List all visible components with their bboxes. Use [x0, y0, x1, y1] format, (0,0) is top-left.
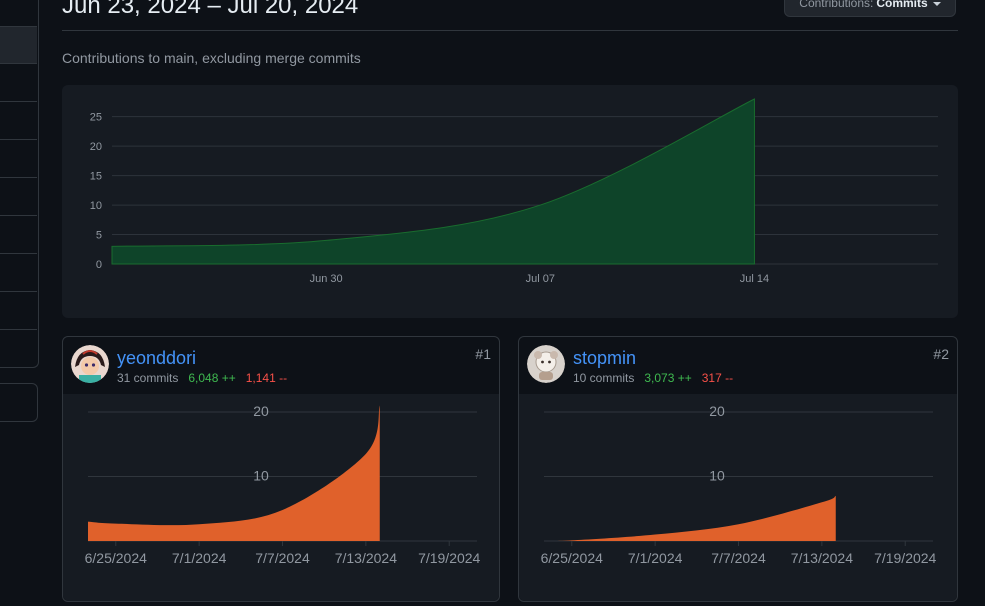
contributor-username[interactable]: stopmin [573, 348, 637, 368]
commit-count[interactable]: 31 commits [117, 371, 179, 385]
contributor-username[interactable]: yeonddori [117, 348, 197, 368]
contributor-rank: #1 [475, 346, 491, 362]
y-tick-label: 20 [253, 403, 269, 419]
x-tick-label: 7/19/2024 [874, 550, 936, 566]
x-tick-label: 6/25/2024 [541, 550, 603, 566]
y-tick-label: 10 [90, 200, 102, 212]
x-tick-label: Jun 30 [310, 273, 343, 285]
date-range-title: Jun 23, 2024 – Jul 20, 2024 [62, 0, 359, 19]
contributor-card-2: stopmin 10 commits 3,073 ++ 317 -- #2 10 20… [518, 336, 958, 602]
contributor-stats: 10 commits 3,073 ++ 317 -- [573, 371, 733, 385]
rail-item[interactable] [0, 101, 37, 139]
x-tick-label: Jul 07 [526, 273, 555, 285]
main-chart-svg: 0 5 10 15 20 25 Jun 30 Jul 07 Jul 14 [90, 98, 938, 285]
rail-item[interactable] [0, 291, 37, 329]
contributor-chart: 10 20 6/25/2024 7/1/2024 7/7/2024 7/13/2024 7/… [519, 394, 957, 601]
series-area [111, 98, 755, 265]
contributor-stats: 31 commits 6,048 ++ 1,141 -- [117, 371, 287, 385]
main-contributions-chart: 0 5 10 15 20 25 Jun 30 Jul 07 Jul 14 [62, 85, 958, 318]
rail-item[interactable] [0, 329, 37, 367]
rail-item[interactable] [0, 139, 37, 177]
y-tick-label: 10 [709, 468, 725, 484]
y-tick-label: 20 [90, 141, 102, 153]
avatar[interactable] [527, 345, 565, 383]
rail-secondary-item[interactable] [0, 383, 38, 422]
x-tick-label: 7/13/2024 [791, 550, 853, 566]
rail-item[interactable] [0, 253, 37, 291]
additions-count: 3,073 ++ [644, 371, 692, 385]
x-tick-label: 6/25/2024 [85, 550, 147, 566]
header-divider [62, 30, 958, 31]
contributor-card-header: stopmin 10 commits 3,073 ++ 317 -- #2 [519, 337, 957, 395]
x-tick-label: 7/1/2024 [628, 550, 683, 566]
rail-item[interactable] [0, 177, 37, 215]
rail-item[interactable] [0, 63, 37, 101]
x-tick-label: Jul 14 [740, 273, 769, 285]
contributor-chart: 10 20 6/25/2024 7/1/2024 7/7/2024 7/13/2024 7/… [63, 394, 499, 601]
x-tick-label: 7/7/2024 [255, 550, 310, 566]
deletions-count: 317 -- [701, 371, 734, 385]
rail-item-active[interactable] [0, 26, 37, 63]
commit-count[interactable]: 10 commits [573, 371, 635, 385]
y-tick-label: 15 [90, 171, 102, 183]
x-tick-label: 7/13/2024 [335, 550, 397, 566]
contributor-chart-svg: 10 20 6/25/2024 7/1/2024 7/7/2024 7/13/2024 7/… [85, 403, 481, 566]
x-tick-label: 7/7/2024 [711, 550, 766, 566]
y-tick-label: 0 [96, 259, 102, 271]
rail-item[interactable] [0, 215, 37, 253]
additions-count: 6,048 ++ [188, 371, 236, 385]
contributor-chart-svg: 10 20 6/25/2024 7/1/2024 7/7/2024 7/13/2024 7/… [541, 403, 937, 566]
contributions-label: Contributions: [799, 0, 874, 10]
contributor-card-header: yeonddori 31 commits 6,048 ++ 1,141 -- #1 [63, 337, 499, 395]
y-tick-label: 20 [709, 403, 725, 419]
x-tick-label: 7/19/2024 [418, 550, 480, 566]
y-tick-label: 25 [90, 112, 102, 124]
y-tick-label: 10 [253, 468, 269, 484]
left-nav-rail [0, 0, 39, 368]
chart-subtitle: Contributions to main, excluding merge c… [62, 50, 361, 66]
x-tick-label: 7/1/2024 [172, 550, 227, 566]
series-area [544, 495, 836, 542]
contributor-card-1: yeonddori 31 commits 6,048 ++ 1,141 -- #1 … [62, 336, 500, 602]
y-tick-label: 5 [96, 230, 102, 242]
contributor-rank: #2 [933, 346, 949, 362]
series-area [88, 405, 380, 541]
deletions-count: 1,141 -- [245, 371, 288, 385]
contributions-value: Commits [876, 0, 928, 10]
avatar[interactable] [71, 345, 109, 383]
contributions-type-dropdown[interactable]: Contributions: Commits [784, 0, 956, 17]
caret-down-icon [932, 2, 941, 6]
